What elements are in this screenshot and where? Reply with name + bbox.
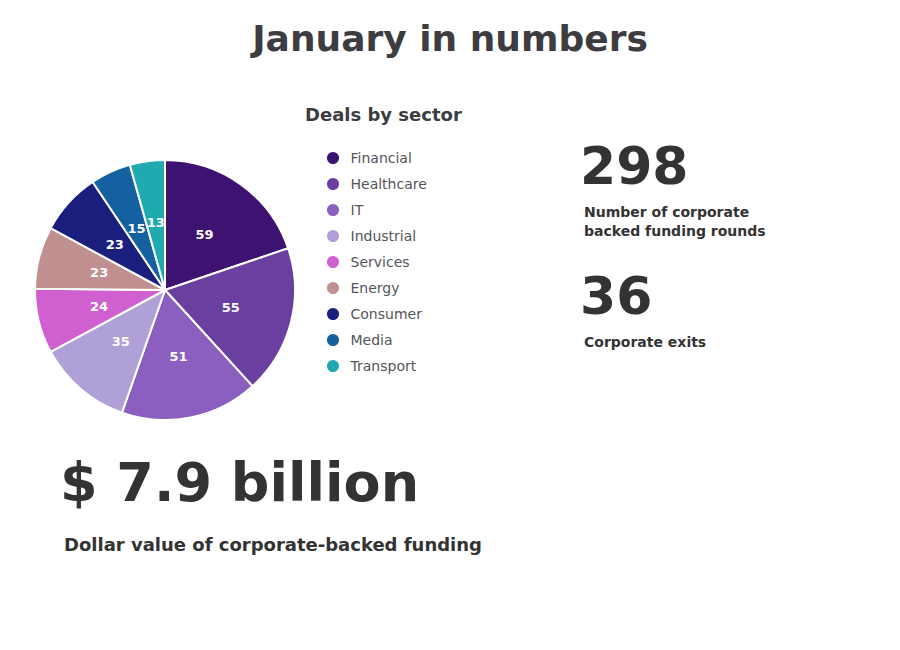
svg-text:Number of corporate: Number of corporate bbox=[584, 204, 749, 220]
svg-text:January in numbers: January in numbers bbox=[249, 18, 648, 59]
svg-text:298: 298 bbox=[580, 136, 689, 196]
svg-text:Corporate exits: Corporate exits bbox=[584, 334, 706, 350]
svg-text:Media: Media bbox=[351, 332, 393, 348]
svg-text:24: 24 bbox=[90, 299, 108, 314]
svg-text:Services: Services bbox=[351, 254, 410, 270]
svg-text:51: 51 bbox=[169, 349, 187, 364]
svg-text:Deals by sector: Deals by sector bbox=[305, 104, 462, 125]
svg-text:Dollar value of corporate-back: Dollar value of corporate-backed funding bbox=[64, 534, 482, 555]
svg-text:13: 13 bbox=[147, 215, 165, 230]
svg-text:59: 59 bbox=[196, 227, 214, 242]
svg-text:35: 35 bbox=[112, 334, 130, 349]
svg-text:Transport: Transport bbox=[350, 358, 417, 374]
svg-text:$ 7.9 billion: $ 7.9 billion bbox=[60, 451, 419, 514]
svg-text:backed funding rounds: backed funding rounds bbox=[584, 223, 766, 239]
svg-text:23: 23 bbox=[106, 237, 124, 252]
svg-text:36: 36 bbox=[580, 266, 652, 326]
svg-text:Healthcare: Healthcare bbox=[351, 176, 427, 192]
svg-text:Industrial: Industrial bbox=[351, 228, 417, 244]
svg-text:55: 55 bbox=[222, 300, 240, 315]
svg-text:Consumer: Consumer bbox=[351, 306, 423, 322]
svg-text:IT: IT bbox=[351, 202, 364, 218]
svg-text:Financial: Financial bbox=[351, 150, 412, 166]
svg-text:15: 15 bbox=[127, 221, 145, 236]
svg-text:23: 23 bbox=[90, 265, 108, 280]
svg-text:Energy: Energy bbox=[351, 280, 400, 296]
